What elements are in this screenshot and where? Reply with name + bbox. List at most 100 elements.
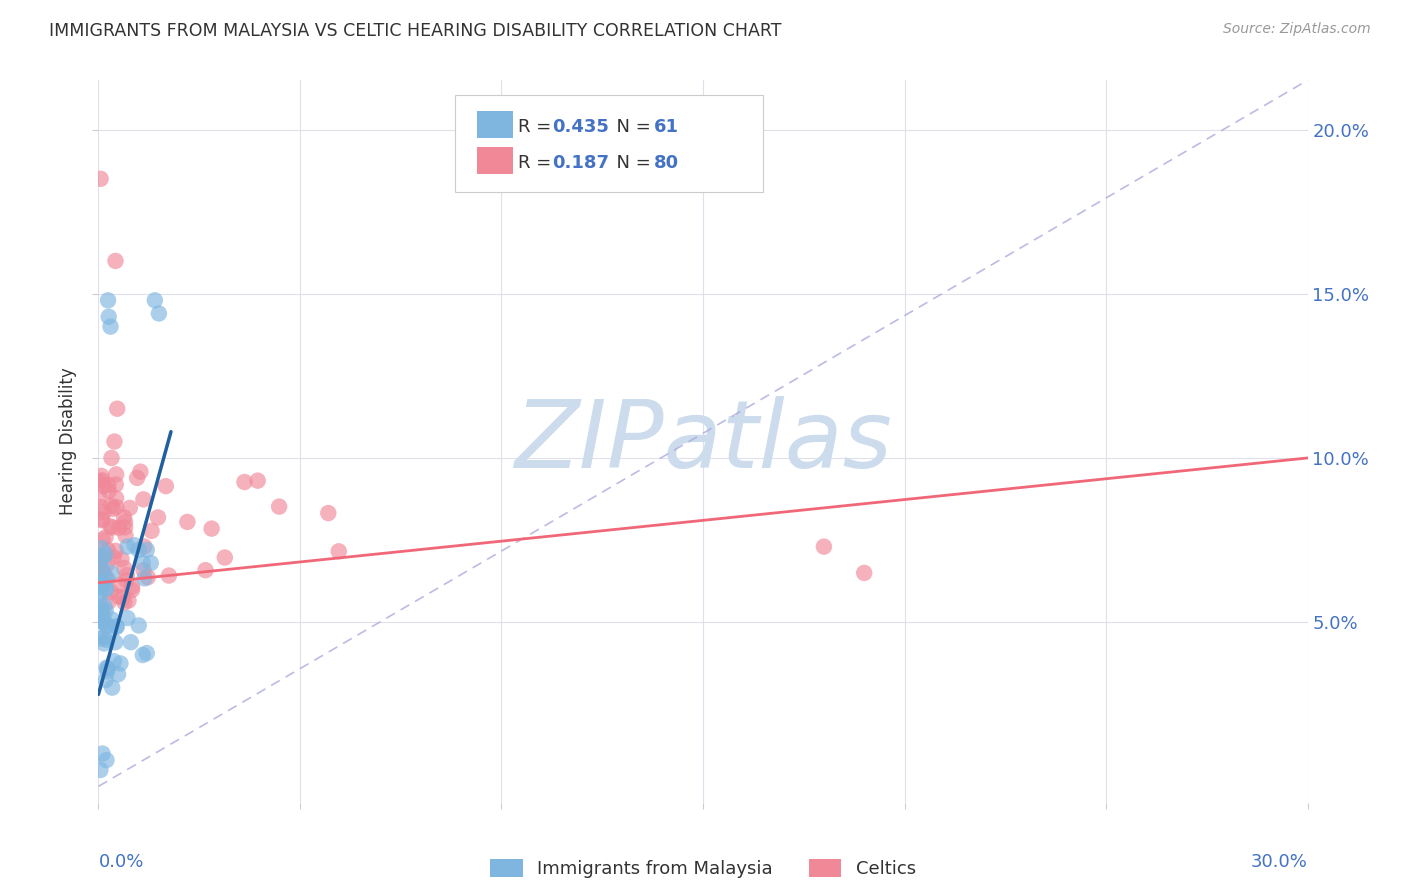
Point bbox=[214, 550, 236, 565]
Point bbox=[194, 563, 217, 577]
Point bbox=[141, 524, 163, 538]
Point bbox=[89, 603, 111, 617]
Point bbox=[128, 618, 150, 632]
Point bbox=[94, 582, 117, 597]
Point bbox=[117, 611, 139, 625]
Point bbox=[103, 434, 125, 449]
Point bbox=[90, 609, 112, 624]
Text: 0.0%: 0.0% bbox=[98, 854, 143, 871]
Point bbox=[90, 551, 112, 566]
Point bbox=[93, 636, 115, 650]
Point bbox=[101, 612, 124, 626]
Point bbox=[100, 566, 122, 580]
Legend: Immigrants from Malaysia, Celtics: Immigrants from Malaysia, Celtics bbox=[482, 852, 924, 886]
Point bbox=[139, 556, 162, 570]
Point bbox=[97, 595, 120, 609]
Text: N =: N = bbox=[605, 118, 657, 136]
Point bbox=[103, 654, 125, 668]
Point bbox=[132, 556, 155, 570]
Point bbox=[121, 582, 143, 597]
Point bbox=[91, 533, 114, 547]
Point bbox=[91, 563, 114, 577]
Point bbox=[112, 561, 135, 575]
Point bbox=[132, 492, 155, 507]
Point bbox=[91, 615, 114, 629]
Text: 61: 61 bbox=[654, 118, 679, 136]
Point bbox=[89, 490, 111, 504]
Point bbox=[104, 477, 127, 491]
Point bbox=[94, 673, 117, 687]
Point bbox=[93, 505, 115, 519]
Point bbox=[104, 253, 127, 268]
Point bbox=[853, 566, 876, 580]
Text: IMMIGRANTS FROM MALAYSIA VS CELTIC HEARING DISABILITY CORRELATION CHART: IMMIGRANTS FROM MALAYSIA VS CELTIC HEARI… bbox=[49, 22, 782, 40]
Point bbox=[90, 632, 112, 646]
Point bbox=[121, 579, 143, 593]
Point bbox=[100, 450, 122, 465]
Point bbox=[97, 483, 120, 498]
Point bbox=[93, 566, 115, 581]
Point bbox=[101, 520, 124, 534]
Point bbox=[89, 587, 111, 601]
Point bbox=[114, 520, 136, 534]
FancyBboxPatch shape bbox=[456, 95, 763, 193]
Point bbox=[146, 510, 169, 524]
Point bbox=[87, 549, 110, 563]
Point bbox=[89, 557, 111, 571]
Point bbox=[233, 475, 256, 489]
Point bbox=[105, 467, 128, 482]
Point bbox=[105, 401, 128, 416]
Point bbox=[132, 563, 155, 577]
Point bbox=[89, 763, 111, 777]
Point bbox=[104, 544, 127, 558]
Text: R =: R = bbox=[517, 118, 557, 136]
Point bbox=[200, 522, 222, 536]
Point bbox=[96, 665, 118, 679]
Point bbox=[108, 521, 131, 535]
Point bbox=[93, 630, 115, 644]
Point bbox=[90, 549, 112, 563]
Point bbox=[87, 593, 110, 607]
Text: 30.0%: 30.0% bbox=[1251, 854, 1308, 871]
Point bbox=[93, 576, 115, 591]
Point bbox=[94, 604, 117, 618]
Point bbox=[105, 491, 128, 506]
Point bbox=[91, 473, 114, 487]
Point bbox=[157, 568, 180, 582]
Point bbox=[128, 542, 150, 557]
Point bbox=[110, 657, 132, 671]
Point bbox=[94, 547, 117, 561]
Point bbox=[91, 604, 114, 618]
Point bbox=[87, 558, 110, 573]
Point bbox=[118, 500, 141, 515]
Point bbox=[97, 543, 120, 558]
Point bbox=[97, 478, 120, 492]
Point bbox=[90, 580, 112, 594]
Point bbox=[269, 500, 291, 514]
Text: 0.435: 0.435 bbox=[551, 118, 609, 136]
Point bbox=[90, 574, 112, 588]
Point bbox=[105, 620, 128, 634]
Point bbox=[110, 552, 132, 566]
Point bbox=[155, 479, 177, 493]
Point bbox=[87, 475, 110, 489]
Point bbox=[176, 515, 198, 529]
Point bbox=[96, 557, 118, 571]
Point bbox=[246, 474, 269, 488]
Point bbox=[96, 617, 118, 632]
FancyBboxPatch shape bbox=[477, 147, 513, 174]
Point bbox=[90, 171, 112, 186]
Point bbox=[135, 646, 157, 660]
Point bbox=[134, 571, 156, 585]
Point bbox=[107, 590, 129, 604]
Point bbox=[97, 310, 120, 324]
Point bbox=[94, 530, 117, 544]
Point bbox=[91, 747, 114, 761]
Point bbox=[100, 519, 122, 533]
Text: ZIPatlas: ZIPatlas bbox=[515, 396, 891, 487]
Point bbox=[93, 549, 115, 564]
Point bbox=[120, 635, 142, 649]
Text: Source: ZipAtlas.com: Source: ZipAtlas.com bbox=[1223, 22, 1371, 37]
Point bbox=[114, 515, 136, 529]
Point bbox=[143, 293, 166, 308]
